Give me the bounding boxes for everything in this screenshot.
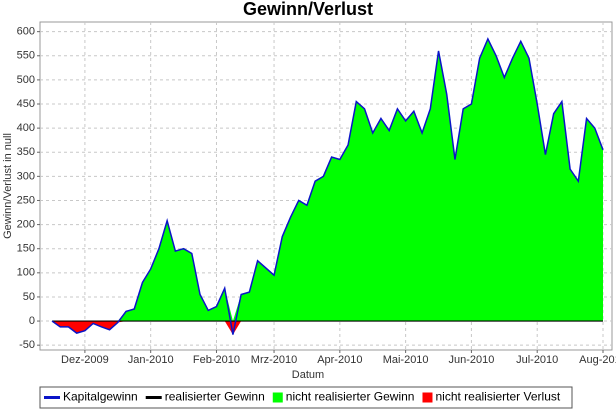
y-tick-label: 550 <box>17 50 35 62</box>
y-tick-label: 150 <box>17 243 35 255</box>
y-tick-label: 100 <box>17 267 35 279</box>
legend <box>39 386 573 409</box>
x-tick-label: Mai-2010 <box>383 354 429 366</box>
x-tick-label: Apr-2010 <box>317 354 362 366</box>
x-tick-label: Mrz-2010 <box>251 354 297 366</box>
y-tick-label: 350 <box>17 146 35 158</box>
line <box>51 37 604 335</box>
y-tick-label: 450 <box>17 98 35 110</box>
y-tick-label: 600 <box>17 26 35 38</box>
legend-label: nicht realisierter Gewinn <box>286 390 415 404</box>
y-tick-label: 300 <box>17 170 35 182</box>
y-axis-label: Gewinn/Verlust in null <box>2 133 14 239</box>
x-axis-label: Datum <box>292 369 324 381</box>
y-tick-label: 50 <box>23 291 35 303</box>
x-tick-label: Aug-2010 <box>579 354 616 366</box>
legend-label: nicht realisierter Verlust <box>435 390 560 404</box>
legend-label: realisierter Gewinn <box>165 390 265 404</box>
x-tick-label: Jun-2010 <box>448 354 494 366</box>
x-tick-label: Jan-2010 <box>128 354 174 366</box>
y-tick-label: 500 <box>17 74 35 86</box>
y-tick-label: 0 <box>29 315 35 327</box>
x-tick-label: Jul-2010 <box>516 354 558 366</box>
y-tick-label: -50 <box>19 339 35 351</box>
x-tick-label: Feb-2010 <box>193 354 240 366</box>
y-tick-label: 250 <box>17 194 35 206</box>
y-tick-label: 400 <box>17 122 35 134</box>
legend-swatch <box>422 392 433 403</box>
chart-title: Gewinn/Verlust <box>243 0 373 19</box>
y-tick-label: 200 <box>17 218 35 230</box>
legend-label: Kapitalgewinn <box>63 390 138 404</box>
x-tick-label: Dez-2009 <box>61 354 109 366</box>
area <box>52 38 603 322</box>
area <box>52 321 603 335</box>
legend-swatch <box>272 392 283 403</box>
